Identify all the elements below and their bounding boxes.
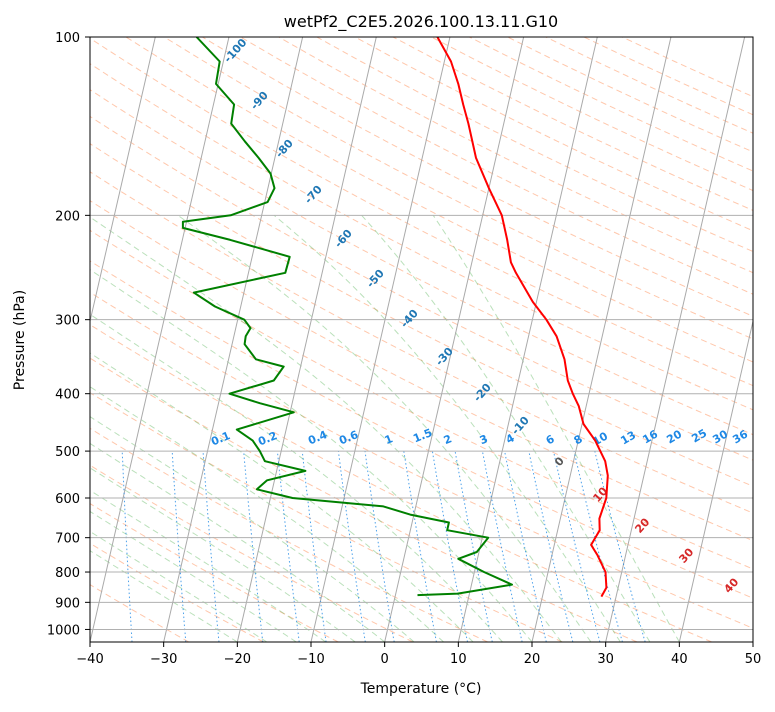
dry-adiabat-label: 30 [676,545,696,565]
moist-adiabat-line [10,215,532,642]
y-axis-label: Pressure (hPa) [12,290,28,390]
moist-adiabat-line [0,215,355,642]
dry-adiabat-line [50,37,775,642]
moist-adiabat-label: 36 [730,427,750,446]
moist-adiabat-line [0,215,326,642]
x-tick-label: −10 [297,652,324,667]
dry-adiabat-line [546,37,775,642]
dry-adiabat-line [12,37,775,642]
mixing-ratio-label: 1 [383,432,395,447]
dewpoint-profile [183,37,512,595]
y-tick-label: 300 [55,314,80,329]
mixing-ratio-line [338,451,365,642]
dry-adiabat-label: 0 [552,454,567,469]
mixing-ratio-label: 2 [442,432,454,447]
dry-adiabat-label: -40 [398,307,421,331]
x-tick-label: −40 [76,652,103,667]
x-tick-label: 10 [450,652,467,667]
x-axis: −40 −30 −20 −10 0 10 20 30 40 50 [76,642,761,667]
dry-adiabat-label: 40 [721,575,741,595]
dry-adiabat-label: -90 [248,89,271,113]
y-tick-label: 400 [55,388,80,403]
dry-adiabat-line [88,37,775,642]
isotherm-line [532,37,671,642]
dry-adiabat-label: -70 [302,183,325,207]
dry-adiabat-line [0,37,775,642]
dry-adiabat-line [0,37,775,642]
isotherm-line [237,37,376,642]
dry-adiabat-line [0,37,775,642]
x-tick-label: 0 [381,652,389,667]
dry-adiabat-line [317,37,775,642]
adiabat-labels: -100-90-80-70-60-50-40-30-20-10010203040… [209,36,750,596]
moist-adiabat-label: 6 [544,432,557,447]
y-tick-label: 700 [55,532,80,547]
mixing-ratio-label: 0.1 [209,429,232,448]
y-tick-label: 900 [55,596,80,611]
dry-adiabat-line [0,37,775,642]
dry-adiabat-line [0,37,775,642]
dry-adiabat-line [0,37,413,642]
temperature-profile [437,37,607,597]
y-tick-label: 800 [55,566,80,581]
dry-adiabat-line [0,37,488,642]
mixing-ratio-line [574,451,622,642]
dry-adiabat-line [0,37,775,642]
x-axis-label: Temperature (°C) [360,681,482,697]
mixing-ratio-label: 0.2 [256,429,279,448]
y-tick-label: 500 [55,445,80,460]
isotherm-line [0,37,8,642]
dry-adiabat-line [126,37,775,642]
dry-adiabat-line [0,37,264,642]
moist-adiabat-label: 20 [664,427,684,446]
mixing-ratio-line [482,451,522,642]
isotherm-line [311,37,450,642]
mixing-ratio-line [302,451,326,642]
dry-adiabat-label: -60 [332,227,355,251]
mixing-ratio-line [203,451,219,642]
moist-adiabat-label: 13 [618,429,638,448]
profiles [183,37,608,597]
moist-adiabat-label: 8 [572,432,585,447]
isotherm-line [753,37,775,642]
moist-adiabat-label: 16 [640,427,660,446]
x-tick-label: −20 [224,652,251,667]
y-tick-label: 1000 [47,623,80,638]
moist-adiabat-label: 25 [689,427,709,446]
isotherm-line [458,37,597,642]
moist-adiabat-line [0,215,237,642]
mixing-ratio-label: 0.4 [306,428,329,447]
mixing-ratio-label: 3 [478,432,490,447]
y-tick-label: 600 [55,492,80,507]
isotherm-line [16,37,155,642]
x-tick-label: −30 [150,652,177,667]
y-axis: 100 200 300 400 500 600 700 800 900 1000 [47,31,90,638]
x-tick-label: 50 [745,652,762,667]
x-tick-label: 40 [671,652,688,667]
mixing-ratio-line [455,451,492,642]
y-tick-label: 100 [55,31,80,46]
dry-adiabat-line [584,37,775,642]
dry-adiabat-line [469,37,775,642]
background-lines [0,37,775,642]
y-tick-label: 200 [55,209,80,224]
moist-adiabat-label: 30 [710,427,730,446]
isotherm-line [90,37,229,642]
dry-adiabat-line [0,37,338,642]
chart-title: wetPf2_C2E5.2026.100.13.11.G10 [284,12,558,32]
dry-adiabat-line [0,37,189,642]
x-tick-label: 30 [597,652,614,667]
dry-adiabat-line [508,37,775,642]
mixing-ratio-line [505,451,547,642]
x-tick-label: 20 [524,652,541,667]
dry-adiabat-label: -80 [273,137,296,161]
plot-frame [90,37,753,642]
mixing-ratio-line [432,451,467,642]
dry-adiabat-line [0,37,775,642]
isotherm-line [679,37,775,642]
isotherm-line [606,37,745,642]
